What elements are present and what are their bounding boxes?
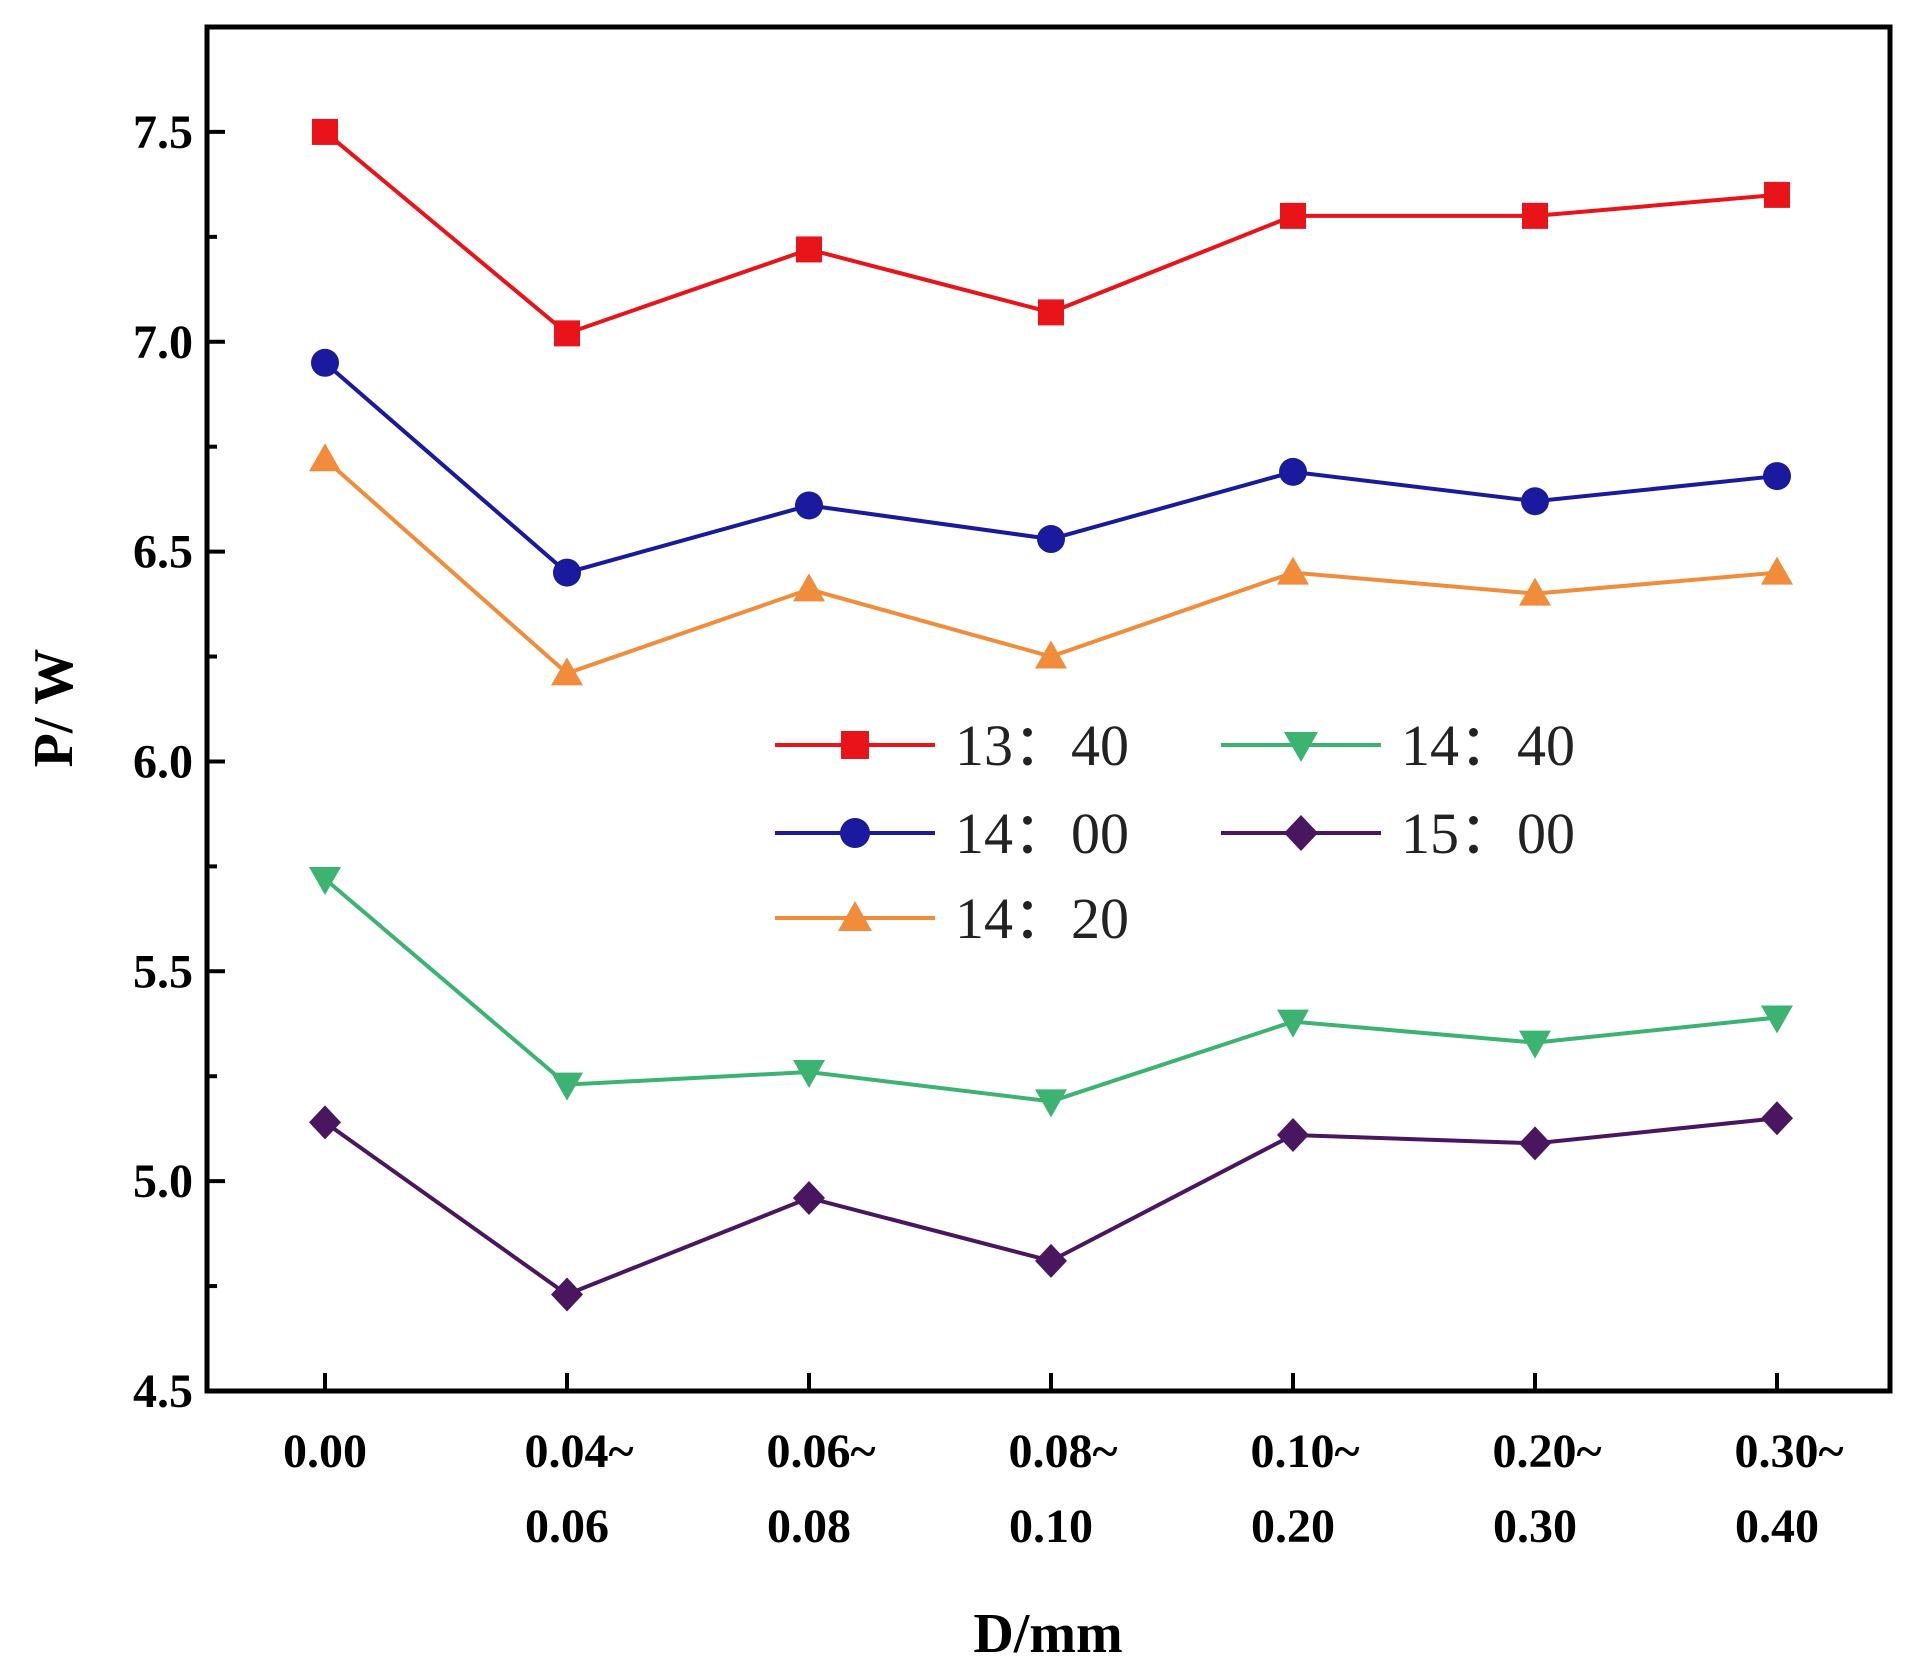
data-point-square — [841, 731, 869, 759]
x-tick-label: 0.20 — [1251, 1500, 1335, 1553]
data-point-triangle-up — [551, 657, 583, 686]
data-point-square — [1764, 181, 1790, 208]
data-point-square — [554, 320, 580, 347]
data-point-circle — [1521, 487, 1549, 516]
series — [311, 348, 1791, 587]
x-tick-label: 0.06~ — [767, 1425, 876, 1478]
data-point-diamond — [551, 1277, 583, 1312]
y-tick-label: 5.0 — [133, 1155, 193, 1208]
x-tick-label: 0.10~ — [1251, 1425, 1360, 1478]
series — [309, 443, 1793, 686]
data-point-triangle-up — [1761, 556, 1793, 585]
data-point-diamond — [1284, 815, 1318, 851]
data-point-triangle-down — [551, 1072, 583, 1101]
x-tick-label: 0.40 — [1735, 1500, 1819, 1553]
data-point-square — [312, 118, 338, 145]
data-point-triangle-up — [1519, 577, 1551, 606]
data-point-triangle-up — [793, 573, 825, 602]
x-axis-title: D/mm — [973, 1603, 1122, 1665]
data-point-triangle-up — [1035, 640, 1067, 669]
y-tick-label: 7.5 — [133, 106, 193, 159]
legend-item: 15：00 — [1221, 801, 1575, 866]
legend-label: 15：00 — [1401, 801, 1575, 866]
data-point-circle — [311, 348, 339, 377]
data-point-circle — [795, 491, 823, 520]
data-point-circle — [1279, 457, 1307, 486]
y-axis-title: P/ W — [23, 649, 85, 768]
data-point-diamond — [309, 1105, 341, 1140]
x-axis: 0.00 0.04~ 0.06 0.06~ 0.08 0.08~ 0.10 0.10~ 0.20… — [283, 1373, 1844, 1553]
y-tick-label: 4.5 — [133, 1365, 193, 1418]
x-tick-label: 0.30 — [1493, 1500, 1577, 1553]
x-tick-label: 0.20~ — [1493, 1425, 1602, 1478]
data-point-triangle-down — [793, 1060, 825, 1089]
legend-item: 14：20 — [775, 886, 1129, 951]
data-point-circle — [1763, 462, 1791, 491]
data-point-square — [1280, 202, 1306, 229]
y-tick-label: 6.0 — [133, 735, 193, 788]
x-tick-label: 0.04~ — [525, 1425, 634, 1478]
x-tick-label: 0.10 — [1009, 1500, 1093, 1553]
legend: 13：40 14：00 14：20 14：40 15：00 — [775, 713, 1575, 951]
series — [312, 118, 1790, 347]
data-point-circle — [553, 558, 581, 587]
legend-item: 14：40 — [1221, 713, 1575, 778]
x-tick-label: 0.00 — [283, 1425, 367, 1478]
y-tick-label: 6.5 — [133, 526, 193, 579]
data-point-triangle-down — [1277, 1009, 1309, 1038]
legend-label: 14：20 — [955, 886, 1129, 951]
legend-item: 14：00 — [775, 801, 1129, 866]
data-point-diamond — [1035, 1243, 1067, 1278]
plot-frame — [204, 24, 1893, 1394]
data-point-square — [1038, 299, 1064, 326]
data-point-triangle-down — [1761, 1005, 1793, 1034]
y-axis: 4.5 5.0 5.5 6.0 6.5 7.0 7.5 — [133, 106, 225, 1418]
y-tick-label: 7.0 — [133, 316, 193, 369]
data-point-square — [796, 236, 822, 263]
y-tick-label: 5.5 — [133, 945, 193, 998]
data-point-circle — [1037, 525, 1065, 554]
legend-label: 14：40 — [1401, 713, 1575, 778]
data-point-diamond — [1519, 1126, 1551, 1161]
data-point-diamond — [1761, 1101, 1793, 1136]
data-point-triangle-up — [1277, 556, 1309, 585]
legend-label: 14：00 — [955, 801, 1129, 866]
x-tick-label: 0.08~ — [1009, 1425, 1118, 1478]
data-point-diamond — [1277, 1117, 1309, 1152]
data-point-diamond — [793, 1180, 825, 1215]
data-point-triangle-up — [838, 901, 872, 931]
series — [309, 866, 1793, 1118]
series-layer — [309, 118, 1793, 1312]
x-tick-label: 0.08 — [767, 1500, 851, 1553]
series — [309, 1101, 1793, 1312]
data-point-square — [1522, 202, 1548, 229]
x-tick-label: 0.06 — [525, 1500, 609, 1553]
data-point-triangle-down — [1284, 732, 1318, 762]
legend-label: 13：40 — [955, 713, 1129, 778]
data-point-triangle-down — [1035, 1089, 1067, 1118]
data-point-circle — [840, 818, 870, 848]
legend-item: 13：40 — [775, 713, 1129, 778]
data-point-triangle-down — [1519, 1030, 1551, 1059]
x-tick-label: 0.30~ — [1735, 1425, 1844, 1478]
data-point-triangle-down — [309, 866, 341, 895]
data-point-triangle-up — [309, 443, 341, 472]
